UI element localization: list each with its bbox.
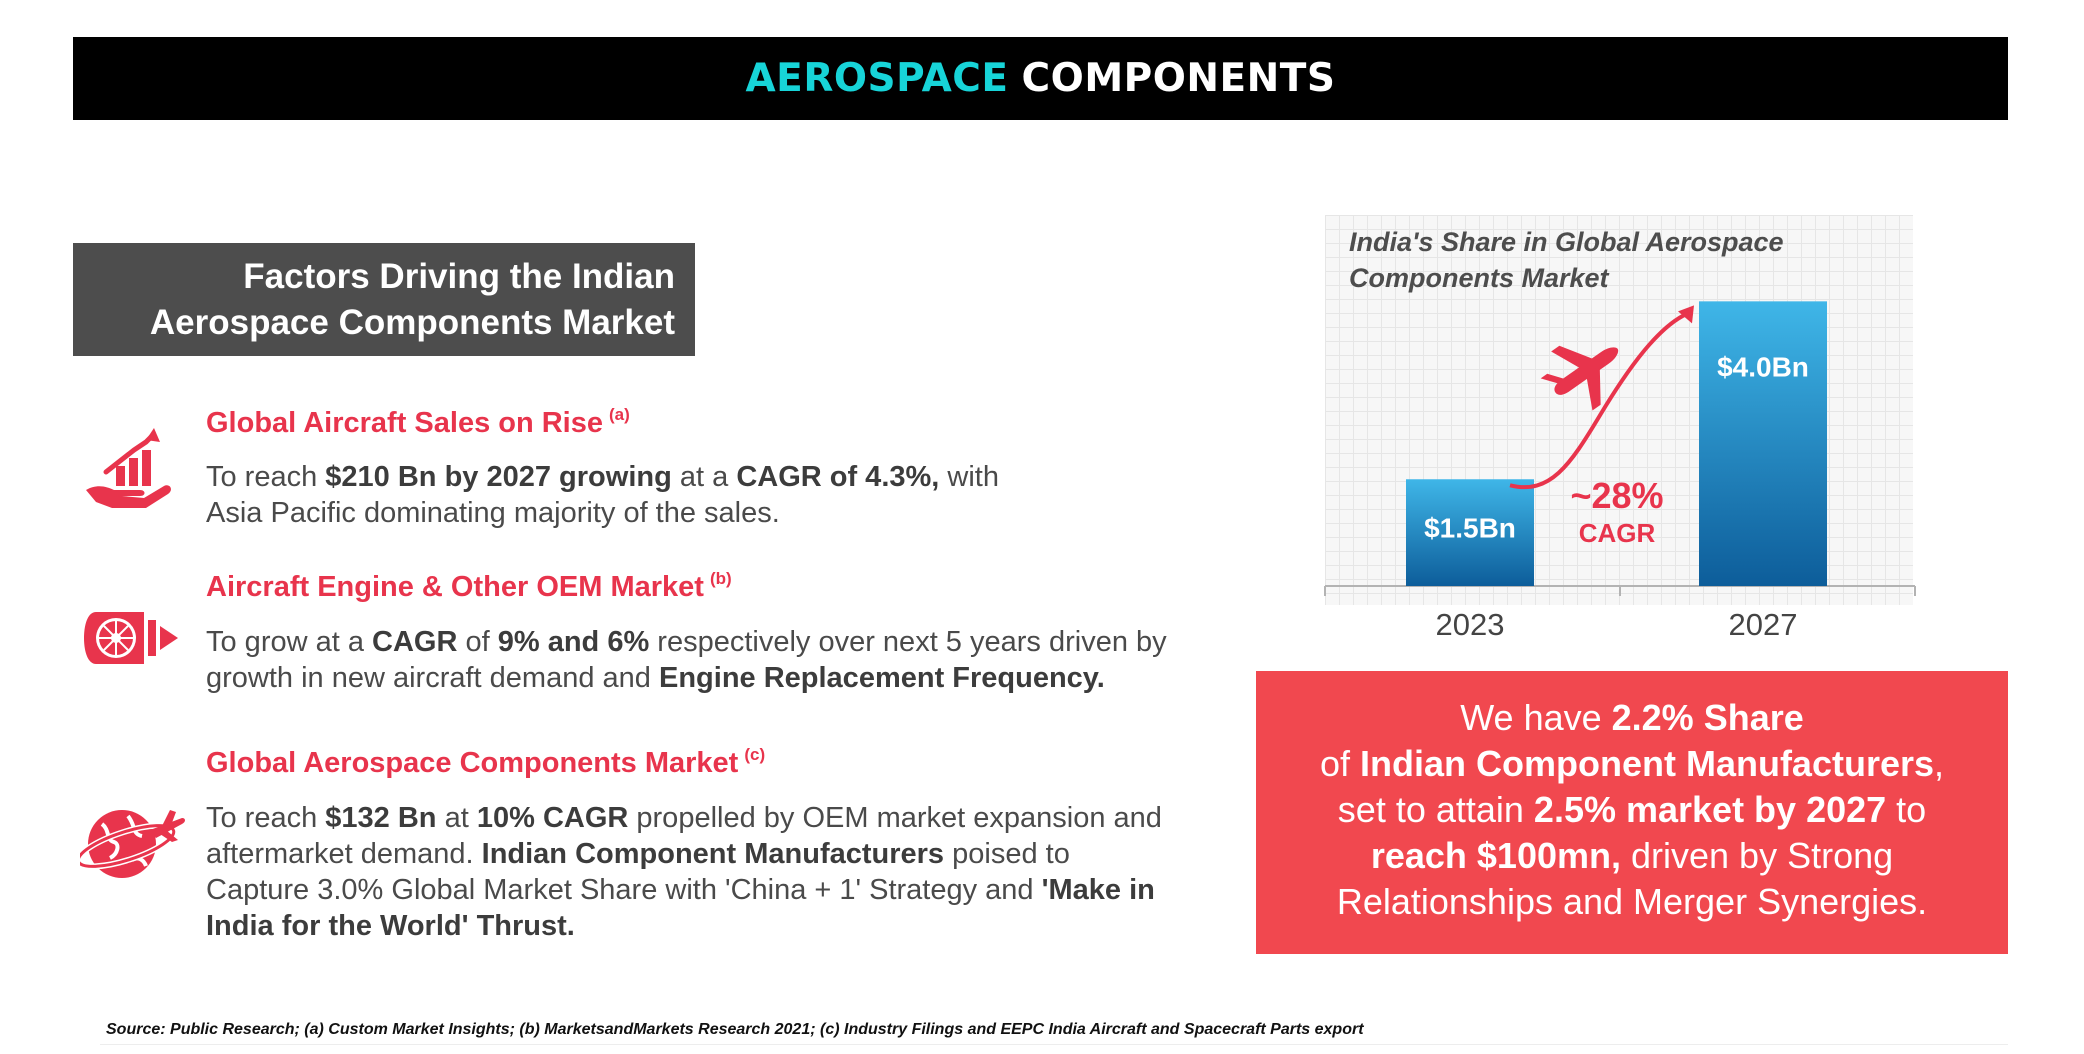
factors-heading-line1: Factors Driving the Indian [243,257,675,296]
highlight-line-5: Relationships and Merger Synergies. [1336,881,1928,922]
highlight-line-4: reach $100mn, driven by Strong [1370,835,1894,876]
growth-arrowhead [1678,305,1694,324]
jet-engine-icon [84,612,178,664]
bar-2023 [1406,479,1534,586]
factor-body-aircraft-sales: To reach $210 Bn by 2027 growing at a CA… [206,461,999,529]
x-tick-label-2023: 2023 [1436,607,1505,642]
airplane-icon [1540,345,1619,411]
factor-body-aerospace-components: To reach $132 Bn at 10% CAGR propelled b… [206,802,1162,942]
highlight-box: We have 2.2% Share of Indian Component M… [1256,671,2008,954]
footer-divider [100,1044,2008,1045]
source-footnote: Source: Public Research; (a) Custom Mark… [106,1021,1364,1038]
growth-arrow-line [1509,311,1689,490]
bar-value-label-2027: $4.0Bn [1717,351,1809,382]
cagr-annotation-value: ~28% [1570,475,1663,516]
highlight-line-2: of Indian Component Manufacturers, [1319,743,1945,784]
factor-title-aerospace-components: Global Aerospace Components Market (c) [206,745,766,779]
chart-title: India's Share in Global Aerospace Compon… [1349,227,1784,293]
highlight-line-1: We have 2.2% Share [1460,697,1804,738]
highlight-line-3: set to attain 2.5% market by 2027 to [1337,789,1927,830]
globe-airplane-icon [80,810,185,878]
factor-body-engine-oem: To grow at a CAGR of 9% and 6% respectiv… [206,626,1167,694]
rising-bar-chart-hand-icon [86,428,171,508]
page-header-banner: AEROSPACE COMPONENTS [73,37,2008,120]
factors-heading-box: Factors Driving the Indian Aerospace Com… [73,243,695,356]
x-tick-label-2027: 2027 [1729,607,1798,642]
factor-title-engine-oem: Aircraft Engine & Other OEM Market (b) [206,569,732,603]
cagr-annotation-label: CAGR [1579,518,1656,548]
bar-2027 [1699,301,1827,586]
factor-title-aircraft-sales: Global Aircraft Sales on Rise (a) [206,405,630,439]
india-share-bar-chart: $1.5Bn 2023 $4.0Bn 2027 ~28%CAGR [1324,301,1916,642]
bar-value-label-2023: $1.5Bn [1424,512,1516,543]
header-title-rest: COMPONENTS [1021,56,1336,101]
header-title-accent: AEROSPACE [745,56,1009,101]
factors-heading-line2: Aerospace Components Market [149,303,675,342]
